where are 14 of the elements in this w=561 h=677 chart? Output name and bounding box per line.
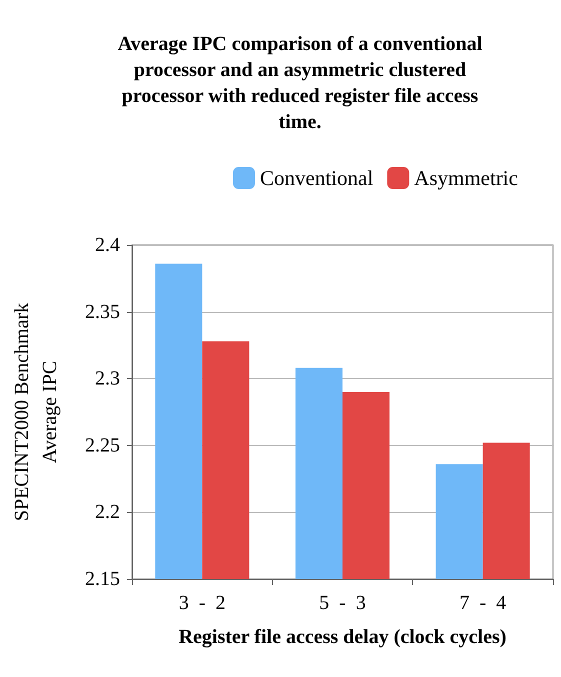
x-tick-label: 3 - 2 xyxy=(178,592,226,614)
y-axis-title: SPECINT2000 Benchmark Average IPC xyxy=(11,302,61,522)
chart-title: Average IPC comparison of a conventional processor and an asymmetric clustered processor with reduced register file access time. xyxy=(118,33,483,133)
legend-label: Asymmetric xyxy=(414,166,518,190)
y-tick-label: 2.4 xyxy=(95,234,120,256)
x-tick-label: 5 - 3 xyxy=(319,592,366,614)
y-tick-label: 2.25 xyxy=(85,434,120,456)
y-tick-label: 2.2 xyxy=(95,501,120,524)
x-axis-title: Register file access delay (clock cycles) xyxy=(178,626,506,648)
y-tick-label: 2.35 xyxy=(85,300,120,323)
x-tick-label: 7 - 4 xyxy=(459,592,506,614)
y-tick-label: 2.15 xyxy=(85,568,120,590)
legend-label: Conventional xyxy=(260,166,374,190)
y-tick-label: 2.3 xyxy=(95,368,120,390)
